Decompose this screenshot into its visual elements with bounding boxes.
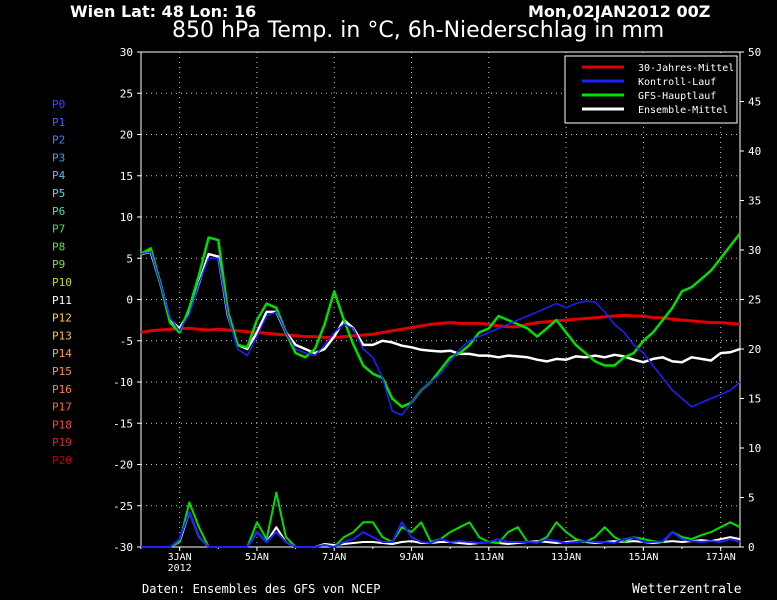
y-left-tick-label: 0 <box>126 294 133 307</box>
y-left-tick-label: 5 <box>126 252 133 265</box>
x-tick-label: 11JAN <box>474 552 504 563</box>
member-labels: P0 P1 P2 P3 P4 P5 P6 P7 P8 P9 P10 P11 P12 P13 P14 P15 P1… <box>52 98 72 467</box>
member-label-p1: P1 <box>52 116 65 129</box>
member-label-p12: P12 <box>52 312 72 325</box>
chart-title: 850 hPa Temp. in °C, 6h-Niederschlag in … <box>172 18 665 43</box>
y-right-tick-label: 40 <box>748 145 761 158</box>
y-right-tick-label: 25 <box>748 294 761 307</box>
temperature-series <box>140 232 741 416</box>
y-left-tick-label: 20 <box>120 129 133 142</box>
member-label-p0: P0 <box>52 98 65 111</box>
y-left-tick-label: -30 <box>113 541 133 554</box>
brand-label: Wetterzentrale <box>632 582 742 597</box>
member-label-p6: P6 <box>52 205 65 218</box>
precip-series <box>141 491 741 548</box>
x-tick-label: 17JAN <box>706 552 736 563</box>
x-tick-label: 15JAN <box>628 552 658 563</box>
member-label-p14: P14 <box>52 347 72 360</box>
x-tick-label: 5JAN <box>245 552 269 563</box>
member-label-p4: P4 <box>52 169 66 182</box>
member-label-p11: P11 <box>52 294 72 307</box>
member-label-p16: P16 <box>52 383 72 396</box>
x-tick-label: 3JAN <box>168 552 192 563</box>
legend-label: GFS-Hauptlauf <box>638 91 716 102</box>
member-label-p15: P15 <box>52 365 72 378</box>
member-label-p17: P17 <box>52 401 72 414</box>
y-right-tick-label: 30 <box>748 244 761 257</box>
x-tick-label: 13JAN <box>551 552 581 563</box>
y-right-tick-label: 5 <box>748 492 755 505</box>
member-label-p7: P7 <box>52 223 65 236</box>
member-label-p8: P8 <box>52 240 65 253</box>
member-label-p2: P2 <box>52 134 65 147</box>
location-label: Wien Lat: 48 Lon: 16 <box>70 2 257 21</box>
y-left-tick-label: 25 <box>120 87 133 100</box>
data-source-label: Daten: Ensembles des GFS von NCEP <box>142 582 381 596</box>
x-tick-label: 9JAN <box>399 552 423 563</box>
y-right-tick-label: 10 <box>748 442 761 455</box>
member-label-p3: P3 <box>52 151 65 164</box>
y-left-tick-label: -20 <box>113 459 133 472</box>
member-label-p19: P19 <box>52 436 72 449</box>
temp-line-ensemble-mittel <box>140 250 741 364</box>
y-left-tick-label: 10 <box>120 211 133 224</box>
member-label-p20: P20 <box>52 454 72 467</box>
y-right-tick-label: 50 <box>748 46 761 59</box>
member-label-p5: P5 <box>52 187 65 200</box>
legend-label: Kontroll-Lauf <box>638 77 716 88</box>
y-left-tick-label: 15 <box>120 170 133 183</box>
y-right-tick-label: 45 <box>748 96 761 109</box>
legend: 30-Jahres-Mittel Kontroll-Lauf GFS-Hauptla… <box>564 55 738 124</box>
axis-ticks: 302520151050-5-10-15-20-25-3050454035302… <box>113 46 761 574</box>
y-left-tick-label: -5 <box>120 335 133 348</box>
temp-line-30-jahres-mittel <box>140 313 741 339</box>
temp-line-gfs-hauptlauf <box>140 232 741 409</box>
y-right-tick-label: 20 <box>748 343 761 356</box>
legend-label: Ensemble-Mittel <box>638 105 728 116</box>
plot-frame <box>140 51 741 548</box>
y-right-tick-label: 15 <box>748 393 761 406</box>
precip-line-kontroll-lauf <box>141 511 741 548</box>
x-tick-label: 2012 <box>168 563 192 574</box>
member-label-p9: P9 <box>52 258 65 271</box>
member-label-p13: P13 <box>52 329 72 342</box>
run-date-label: Mon,02JAN2012 00Z <box>528 2 711 21</box>
y-right-tick-label: 35 <box>748 195 761 208</box>
y-left-tick-label: -10 <box>113 376 133 389</box>
legend-label: 30-Jahres-Mittel <box>638 63 734 74</box>
y-left-tick-label: 30 <box>120 46 133 59</box>
temp-line-kontroll-lauf <box>140 250 741 416</box>
y-right-tick-label: 0 <box>748 541 755 554</box>
member-label-p10: P10 <box>52 276 72 289</box>
y-left-tick-label: -25 <box>113 500 133 513</box>
y-left-tick-label: -15 <box>113 417 133 430</box>
grid <box>141 52 740 547</box>
x-tick-label: 7JAN <box>322 552 346 563</box>
member-label-p18: P18 <box>52 418 72 431</box>
